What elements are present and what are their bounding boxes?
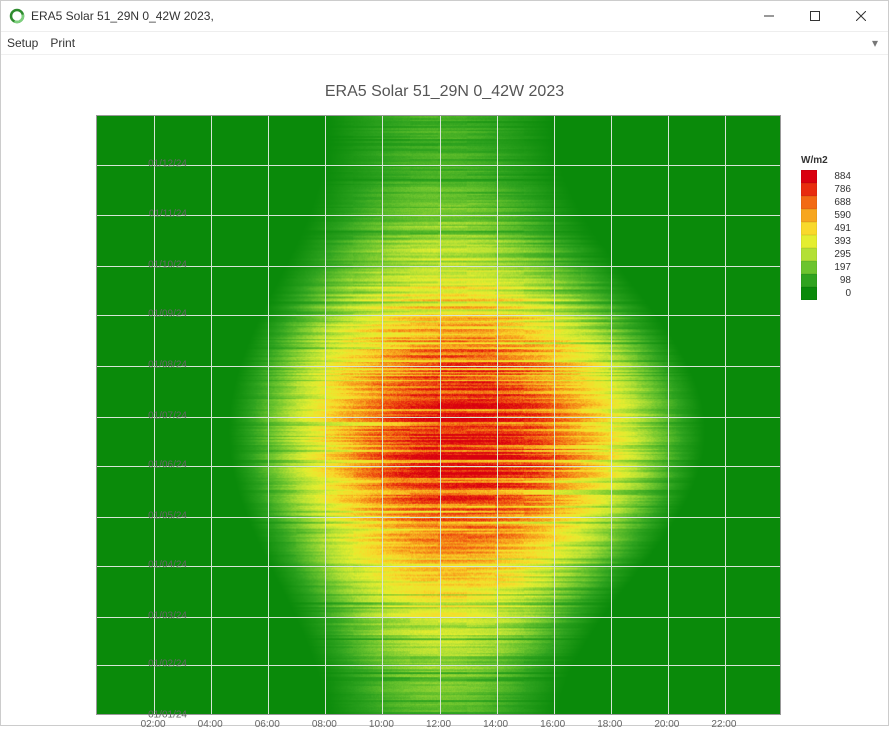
x-tick-label: 10:00 [369,719,394,730]
y-tick-label: 01/01/24 [127,710,187,721]
app-window: ERA5 Solar 51_29N 0_42W 2023, Setup Prin… [0,0,889,726]
y-tick-label: 01/07/24 [127,410,187,421]
gridline-v [325,116,326,714]
legend-row: 491 [801,222,851,235]
gridline-v [554,116,555,714]
y-tick-label: 01/12/24 [127,159,187,170]
y-tick-label: 01/02/24 [127,659,187,670]
gridline-h [97,165,780,166]
legend-swatch [801,209,817,222]
legend-row: 688 [801,196,851,209]
legend-title: W/m2 [801,155,851,166]
gridline-h [97,617,780,618]
legend-swatch [801,170,817,183]
legend-row: 0 [801,287,851,300]
gridline-h [97,466,780,467]
gridline-v [382,116,383,714]
legend-row: 98 [801,274,851,287]
legend-row: 786 [801,183,851,196]
y-tick-label: 01/10/24 [127,259,187,270]
gridline-h [97,517,780,518]
y-tick-label: 01/08/24 [127,359,187,370]
gridline-h [97,566,780,567]
y-tick-label: 01/03/24 [127,611,187,622]
x-tick-label: 16:00 [540,719,565,730]
gridline-h [97,315,780,316]
legend-value: 0 [823,288,851,299]
legend-swatch [801,261,817,274]
minimize-button[interactable] [746,1,792,31]
legend-row: 590 [801,209,851,222]
gridline-v [268,116,269,714]
chart-area: ERA5 Solar 51_29N 0_42W 2023 02:0004:000… [1,55,888,725]
x-tick-label: 06:00 [255,719,280,730]
legend-row: 393 [801,235,851,248]
legend-value: 688 [823,197,851,208]
y-tick-label: 01/06/24 [127,460,187,471]
menu-setup[interactable]: Setup [7,36,38,50]
gridline-v [611,116,612,714]
y-tick-label: 01/04/24 [127,560,187,571]
legend-value: 491 [823,223,851,234]
menubar: Setup Print ▾ [1,32,888,55]
gridline-v [668,116,669,714]
gridline-h [97,366,780,367]
y-tick-label: 01/09/24 [127,308,187,319]
gridline-h [97,665,780,666]
gridline-h [97,266,780,267]
x-tick-label: 18:00 [597,719,622,730]
heatmap-canvas [97,116,780,714]
plot: 02:0004:0006:0008:0010:0012:0014:0016:00… [96,115,781,715]
legend-value: 98 [823,275,851,286]
menu-overflow-icon[interactable]: ▾ [872,36,882,50]
x-tick-label: 04:00 [198,719,223,730]
y-tick-label: 01/05/24 [127,511,187,522]
legend-swatch [801,196,817,209]
window-controls [746,1,884,31]
legend-swatch [801,183,817,196]
x-tick-label: 12:00 [426,719,451,730]
gridline-v [725,116,726,714]
legend-row: 197 [801,261,851,274]
maximize-button[interactable] [792,1,838,31]
chart-title: ERA5 Solar 51_29N 0_42W 2023 [1,83,888,101]
legend-value: 197 [823,262,851,273]
legend-swatch [801,222,817,235]
x-tick-label: 14:00 [483,719,508,730]
legend-value: 393 [823,236,851,247]
app-icon [9,8,25,24]
legend-value: 786 [823,184,851,195]
legend-swatch [801,287,817,300]
gridline-v [211,116,212,714]
legend-row: 884 [801,170,851,183]
gridline-h [97,215,780,216]
legend-swatch [801,248,817,261]
x-tick-label: 20:00 [654,719,679,730]
menu-print[interactable]: Print [50,36,75,50]
gridline-v [497,116,498,714]
gridline-h [97,417,780,418]
window-title: ERA5 Solar 51_29N 0_42W 2023, [31,9,746,23]
legend-row: 295 [801,248,851,261]
y-tick-label: 01/11/24 [127,208,187,219]
titlebar: ERA5 Solar 51_29N 0_42W 2023, [1,1,888,32]
plot-frame [96,115,781,715]
gridline-v [440,116,441,714]
legend-swatch [801,235,817,248]
x-tick-label: 08:00 [312,719,337,730]
legend-value: 590 [823,210,851,221]
close-button[interactable] [838,1,884,31]
legend: W/m2 884 786 688 590 491 393 295 197 98 0 [801,155,851,300]
legend-swatch [801,274,817,287]
legend-value: 884 [823,171,851,182]
x-tick-label: 02:00 [141,719,166,730]
legend-value: 295 [823,249,851,260]
x-tick-label: 22:00 [711,719,736,730]
